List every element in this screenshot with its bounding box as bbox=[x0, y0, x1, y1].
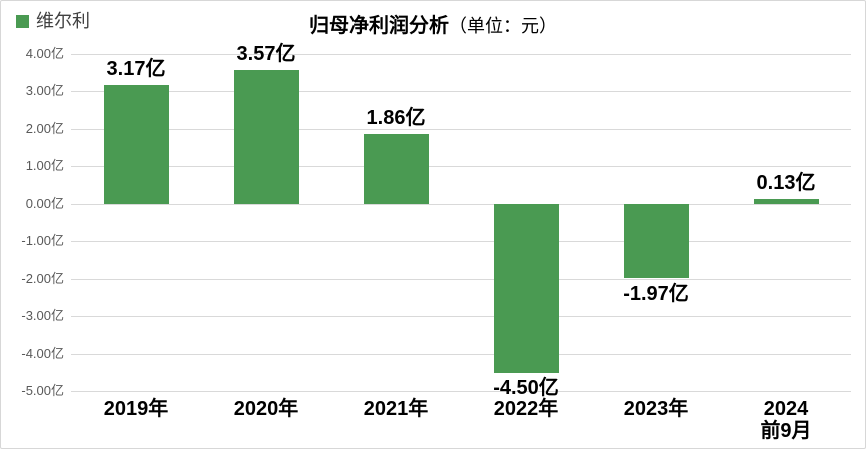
chart-title-unit: （单位：元） bbox=[449, 16, 557, 36]
y-axis-tick-label: 4.00亿 bbox=[25, 46, 64, 61]
bar-value-label: 3.57亿 bbox=[236, 43, 296, 65]
chart-title: 归母净利润分析（单位：元） bbox=[1, 9, 865, 38]
x-axis-tick-label: 2022年 bbox=[493, 398, 559, 420]
y-axis-tick-label: -2.00亿 bbox=[21, 271, 64, 286]
x-axis-tick-label: 2023年 bbox=[623, 398, 689, 420]
y-axis-tick-label: 2.00亿 bbox=[25, 121, 64, 136]
bar-value-label: 1.86亿 bbox=[366, 107, 426, 129]
y-axis-tick-label: -4.00亿 bbox=[21, 346, 64, 361]
gridline bbox=[71, 354, 851, 355]
bar-2023年 bbox=[624, 204, 689, 278]
y-axis-tick-label: 0.00亿 bbox=[25, 196, 64, 211]
y-axis-tick-label: -3.00亿 bbox=[21, 308, 64, 323]
chart-title-text: 归母净利润分析 bbox=[309, 15, 449, 37]
bar-value-label: 0.13亿 bbox=[756, 172, 816, 194]
chart-legend: 维尔利 bbox=[16, 12, 90, 30]
bar-2024-前9月 bbox=[754, 199, 819, 204]
bar-value-label: -4.50亿 bbox=[493, 377, 559, 399]
y-axis-tick-label: 1.00亿 bbox=[25, 158, 64, 173]
bar-value-label: -1.97亿 bbox=[623, 283, 689, 305]
bar-value-label: 3.17亿 bbox=[106, 58, 166, 80]
y-axis-tick-label: -5.00亿 bbox=[21, 383, 64, 398]
gridline bbox=[71, 166, 851, 167]
x-axis-tick-label: 2019年 bbox=[103, 398, 169, 420]
gridline bbox=[71, 129, 851, 130]
legend-series-label: 维尔利 bbox=[36, 11, 90, 31]
gridline bbox=[71, 241, 851, 242]
x-axis-tick-label: 2024 前9月 bbox=[760, 398, 812, 442]
x-axis-tick-label: 2020年 bbox=[233, 398, 299, 420]
gridline bbox=[71, 316, 851, 317]
bar-2020年 bbox=[234, 70, 299, 204]
gridline bbox=[71, 391, 851, 392]
x-axis-tick-label: 2021年 bbox=[363, 398, 429, 420]
bar-2022年 bbox=[494, 204, 559, 373]
y-axis-tick-label: -1.00亿 bbox=[21, 233, 64, 248]
gridline bbox=[71, 54, 851, 55]
gridline bbox=[71, 91, 851, 92]
gridline bbox=[71, 204, 851, 205]
y-axis-tick-label: 3.00亿 bbox=[25, 83, 64, 98]
bar-2019年 bbox=[104, 85, 169, 204]
gridline bbox=[71, 279, 851, 280]
legend-swatch-icon bbox=[16, 14, 29, 28]
bar-2021年 bbox=[364, 134, 429, 204]
